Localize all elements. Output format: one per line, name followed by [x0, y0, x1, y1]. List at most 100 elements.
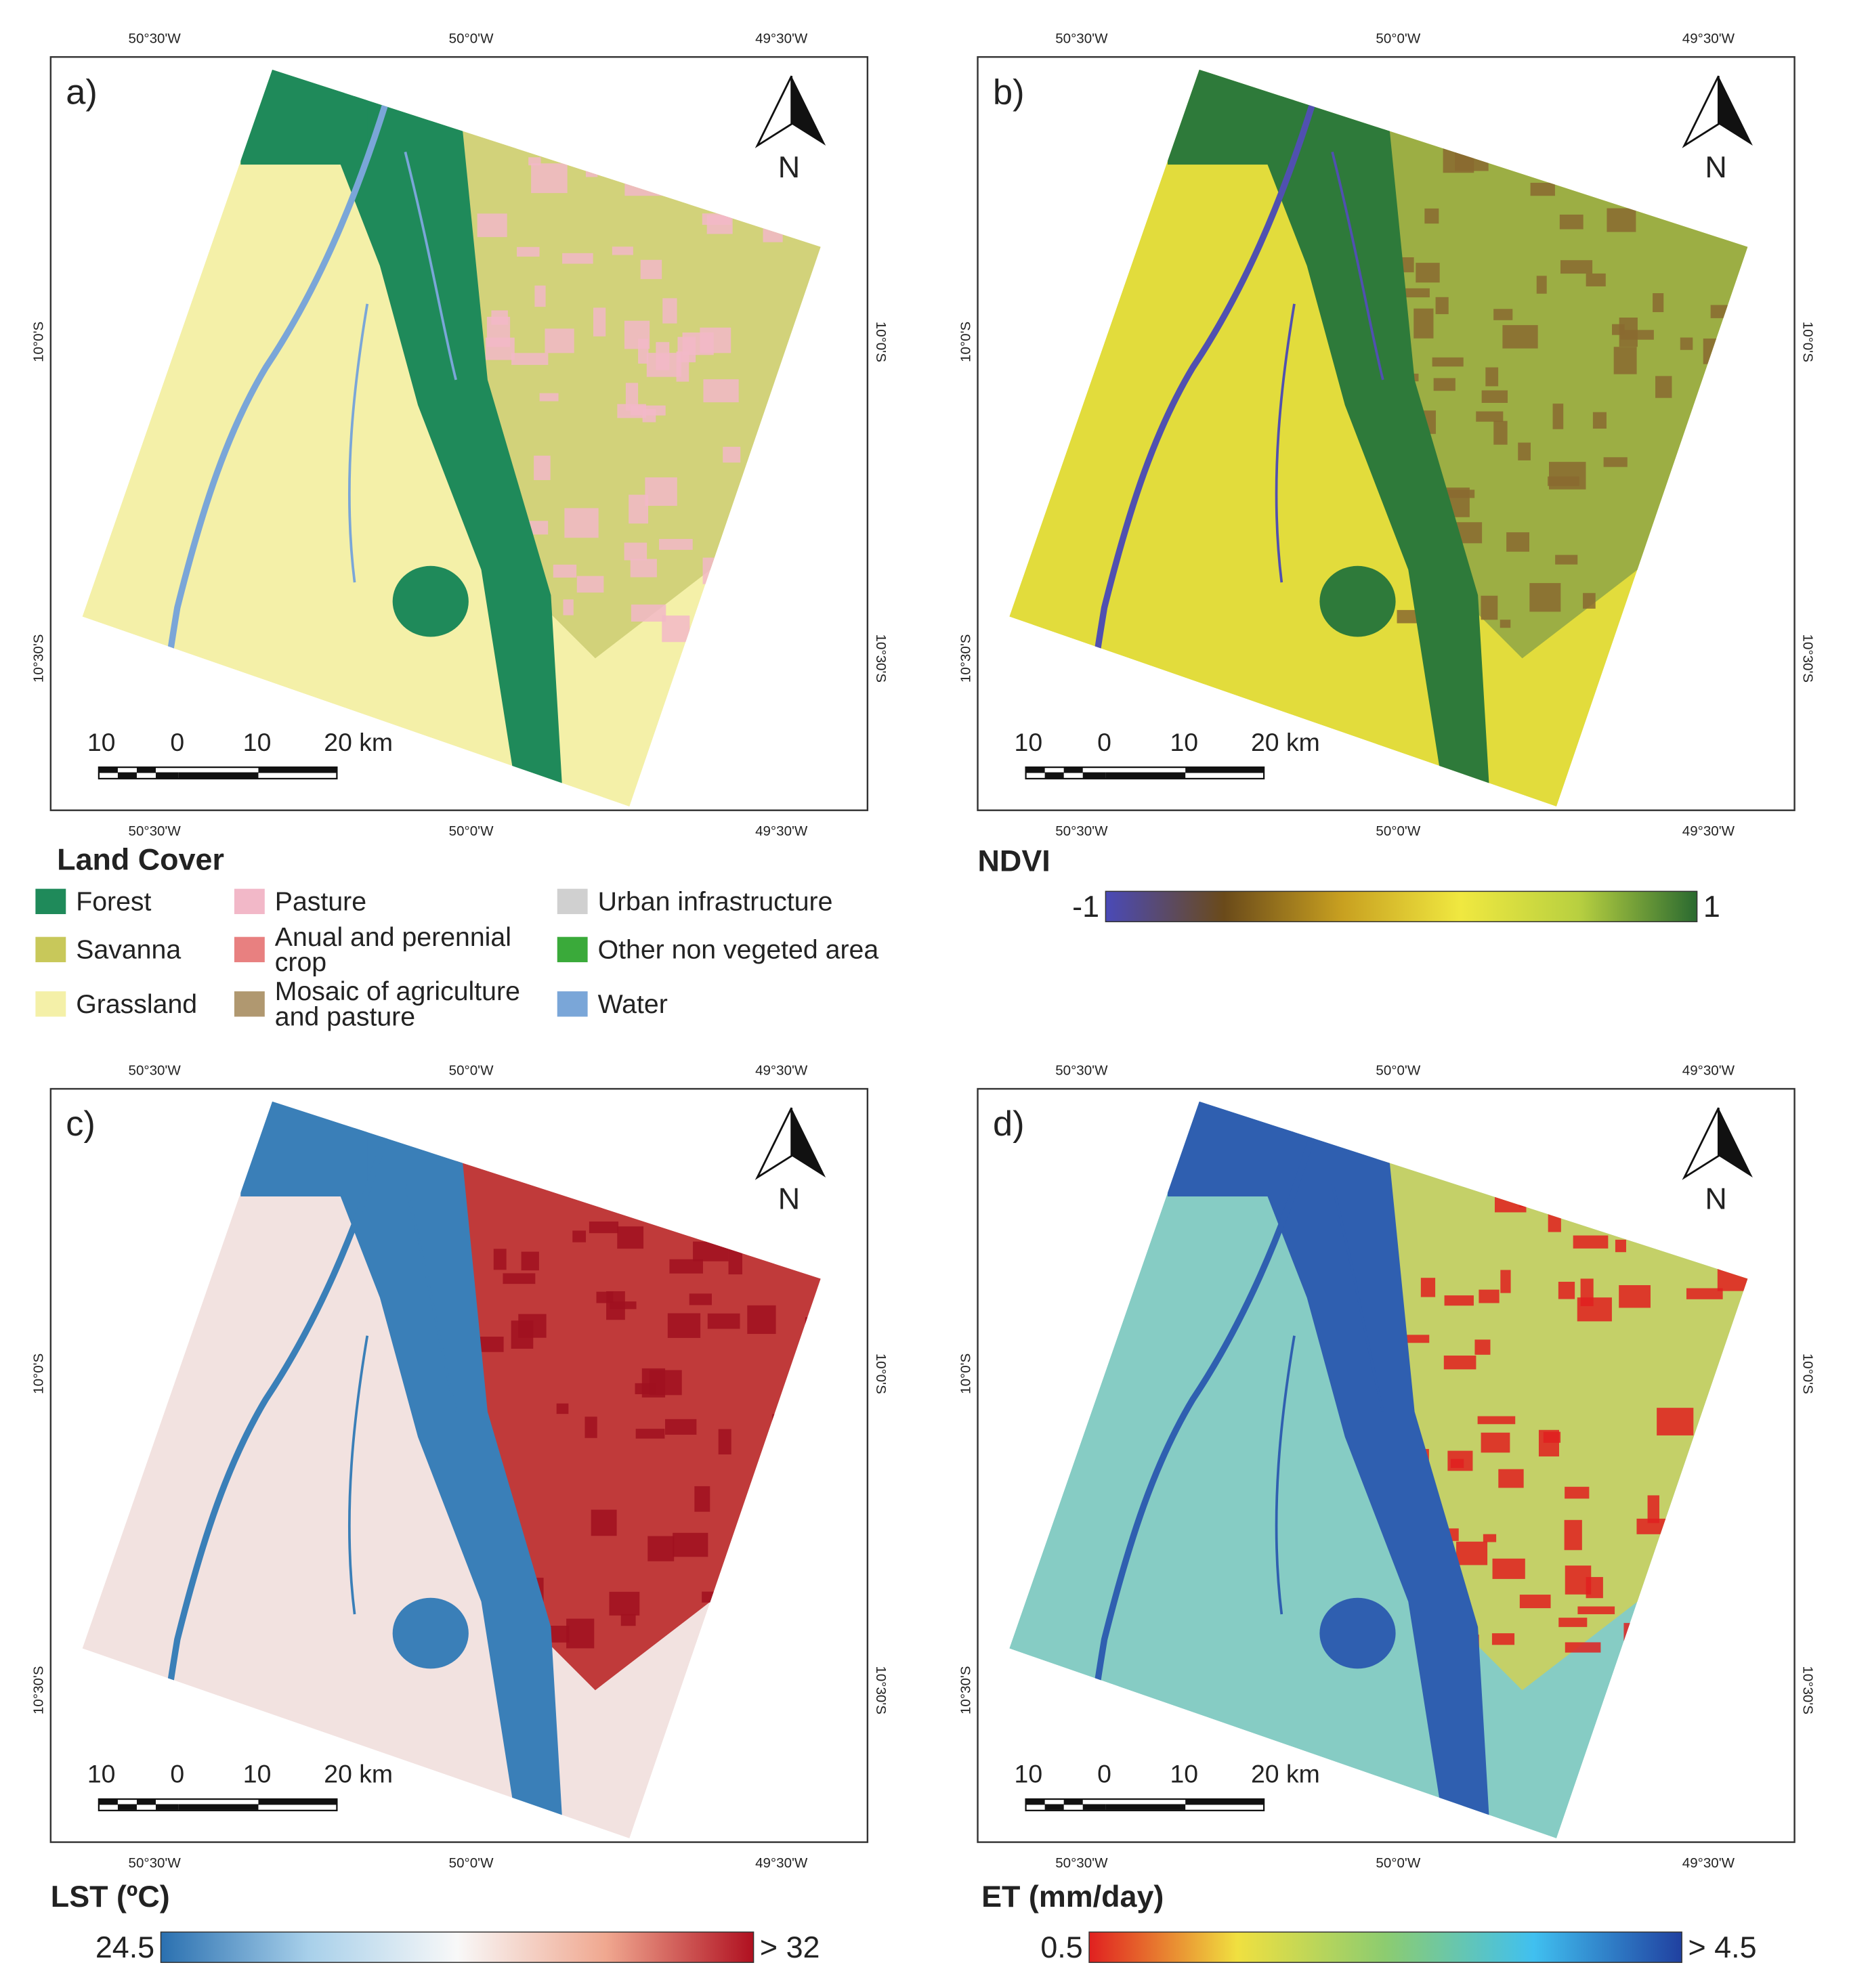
bottom-tick-label: 50°30'W [129, 1855, 182, 1871]
map-patch [1477, 1416, 1516, 1425]
colorbar-max: > 4.5 [1688, 1930, 1757, 1964]
map-patch [1686, 1288, 1723, 1299]
scale-label: 10 [87, 728, 116, 756]
map-patch [617, 1226, 644, 1249]
right-tick-label: 10°30'S [873, 634, 889, 683]
top-tick-label: 49°30'W [755, 31, 808, 47]
north-arrow-right [1718, 1108, 1753, 1177]
map-patch [1615, 1239, 1626, 1253]
map-patch [610, 1301, 637, 1310]
map-patch [1491, 1633, 1515, 1645]
top-tick-label: 49°30'W [755, 1062, 808, 1078]
map-blob [1319, 1597, 1396, 1669]
scale-segment [1025, 767, 1045, 773]
map-patch [531, 163, 568, 194]
map-corridor [335, 95, 564, 807]
top-tick-label: 50°30'W [1055, 1062, 1108, 1078]
legend-label: Anual and perennial crop [275, 922, 511, 977]
left-tick-label: 10°30'S [31, 634, 47, 683]
scale-segment [1044, 1804, 1064, 1810]
map-patch [625, 383, 639, 411]
colorbar-title: ET (mm/day) [981, 1879, 1164, 1914]
map-patch [521, 1251, 539, 1271]
map-patch [1420, 1278, 1436, 1297]
map-blob [1319, 565, 1396, 637]
map-patch [585, 1417, 597, 1438]
scale-segment [117, 1804, 137, 1810]
map-patch [534, 285, 546, 307]
legend-label-line: Pasture [275, 886, 366, 916]
panel-label: b) [993, 72, 1025, 112]
map-patch [1519, 1595, 1551, 1609]
map-patch [1558, 1281, 1575, 1299]
map-patch [1680, 337, 1693, 350]
left-tick-label: 10°30'S [958, 1666, 973, 1714]
map-patch [1573, 1235, 1609, 1249]
map-patch [1586, 273, 1606, 286]
top-tick-label: 50°30'W [129, 1062, 182, 1078]
legend-label: Savanna [76, 934, 181, 964]
map-patch [694, 1486, 710, 1512]
map-patch [1402, 288, 1430, 298]
map-patch [1493, 309, 1513, 320]
map-patch [1619, 1285, 1651, 1308]
map-corridor [335, 1127, 564, 1838]
scale-segment [258, 1799, 337, 1805]
map-patch [486, 316, 511, 347]
map-patch [1657, 1408, 1694, 1435]
map-patch [1592, 412, 1607, 429]
right-tick-label: 10°30'S [1800, 634, 1816, 683]
legend-label-line: Water [598, 989, 668, 1019]
map-patch [566, 1618, 595, 1649]
map-patch [545, 328, 574, 353]
map-patch [662, 298, 677, 324]
legend-label: Water [598, 989, 668, 1019]
scale-label: 20 km [1251, 1760, 1320, 1788]
legend-label-line: Anual and perennial [275, 922, 511, 952]
right-tick-label: 10°0'S [873, 1354, 889, 1394]
map-patch [702, 213, 731, 225]
colorbar-max: > 32 [760, 1930, 820, 1964]
legend-label-line: Other non vegeted area [598, 934, 879, 964]
map-patch [1481, 595, 1498, 620]
left-tick-label: 10°0'S [958, 322, 973, 362]
map-corridor [1262, 95, 1491, 807]
scale-label: 10 [87, 1760, 116, 1788]
map-patch [1479, 1289, 1500, 1303]
map-stream [347, 1183, 457, 1615]
scale-label: 10 [243, 728, 272, 756]
map-blob [392, 1597, 469, 1669]
top-tick-label: 50°0'W [1376, 31, 1420, 47]
map-patch [1450, 1458, 1464, 1468]
map-image [1009, 69, 1748, 807]
scale-segment [156, 772, 179, 779]
map-patch [1538, 1429, 1559, 1456]
map-patch [477, 1337, 504, 1352]
map-patch [718, 1429, 731, 1454]
north-label: N [1705, 1182, 1726, 1216]
map-panel: a) N 50°30'W 50°0'W 49°30'W 50°30'W 50°0'W 49°3… [31, 31, 889, 840]
legend-label-line: Forest [76, 886, 151, 916]
map-patch [612, 246, 633, 255]
bottom-tick-label: 50°30'W [129, 823, 182, 839]
scale-label: 0 [170, 1760, 184, 1788]
map-patch [667, 1313, 701, 1338]
map-patch [556, 1403, 569, 1414]
colorbar [1105, 890, 1698, 922]
map-patch [620, 1614, 636, 1626]
map-patch [723, 446, 741, 463]
map-patch [664, 1419, 697, 1435]
map-panel: c) N 50°30'W 50°0'W 49°30'W 50°30'W 50°0'W 49°3… [31, 1062, 889, 1871]
map-patch [528, 157, 541, 166]
panel-label: a) [66, 72, 98, 112]
scale-segment [1082, 1804, 1106, 1810]
top-tick-label: 50°30'W [129, 31, 182, 47]
top-tick-label: 49°30'W [1682, 1062, 1735, 1078]
map-patch [549, 1625, 570, 1643]
map-patch [1476, 411, 1504, 422]
legend-label-line: and pasture [275, 1002, 415, 1032]
map-patch [700, 327, 731, 353]
colorbar-title: LST (ºC) [51, 1879, 170, 1914]
map-patch [1620, 330, 1654, 340]
